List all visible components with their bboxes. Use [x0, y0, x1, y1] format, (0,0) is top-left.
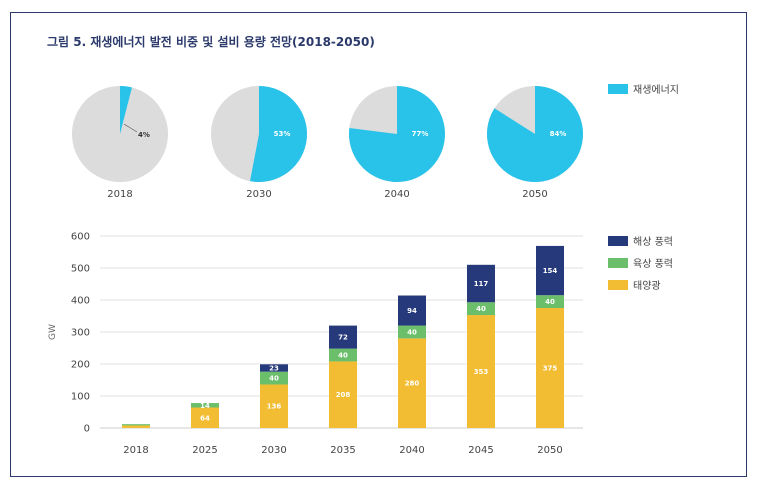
- bar-offshore-wind-2035: [329, 325, 357, 349]
- legend-label-onshore-wind: 육상 풍력: [633, 258, 673, 270]
- legend-swatch-solar: [608, 280, 628, 290]
- x-tick-label-2045: 2045: [468, 445, 493, 456]
- legend-swatch-onshore-wind: [608, 258, 628, 268]
- legend-label-renewable: 재생에너지: [633, 84, 679, 96]
- bar-onshore-wind-2018: [122, 424, 150, 426]
- bar-value-label-onshore-wind-2050: 40: [545, 298, 555, 306]
- bar-value-label-solar-2045: 353: [474, 368, 489, 376]
- pie-year-label-2050: 2050: [522, 189, 547, 200]
- pie-year-label-2018: 2018: [107, 189, 132, 200]
- x-tick-label-2025: 2025: [192, 445, 217, 456]
- pie-value-label-2030: 53%: [274, 130, 291, 138]
- bar-onshore-wind-2050: [536, 295, 564, 308]
- pie-slice-2050: [486, 86, 583, 182]
- bar-onshore-wind-2040: [398, 325, 426, 339]
- pie-slice-2040: [349, 85, 446, 183]
- bar-value-label-onshore-wind-2025: 14: [200, 402, 210, 410]
- y-axis-label: GW: [48, 324, 58, 340]
- x-tick-label-2050: 2050: [537, 445, 562, 456]
- bar-value-label-solar-2035: 208: [336, 391, 351, 399]
- y-tick-label-0: 0: [84, 424, 90, 435]
- bar-value-label-onshore-wind-2040: 40: [407, 329, 417, 337]
- figure-title: 그림 5. 재생에너지 발전 비중 및 설비 용량 전망(2018-2050): [47, 35, 375, 49]
- y-tick-label-600: 600: [71, 232, 90, 243]
- bar-solar-2018: [122, 425, 150, 428]
- bar-onshore-wind-2035: [329, 348, 357, 362]
- x-tick-label-2030: 2030: [261, 445, 286, 456]
- y-tick-label-100: 100: [71, 392, 90, 403]
- bar-value-label-onshore-wind-2030: 40: [269, 375, 279, 383]
- bar-value-label-solar-2025: 64: [200, 414, 210, 422]
- bar-solar-2035: [329, 361, 357, 428]
- bar-value-label-solar-2040: 280: [405, 380, 420, 388]
- pie-value-label-2050: 84%: [550, 130, 567, 138]
- legend-swatch-renewable: [608, 84, 628, 94]
- pie-year-label-2040: 2040: [384, 189, 409, 200]
- y-tick-label-200: 200: [71, 360, 90, 371]
- bar-value-label-onshore-wind-2045: 40: [476, 305, 486, 313]
- pie-slice-2030: [250, 86, 308, 183]
- bar-onshore-wind-2030: [260, 371, 288, 385]
- legend-label-solar: 태양광: [633, 280, 661, 292]
- bar-value-label-solar-2030: 136: [267, 403, 282, 411]
- bar-solar-2040: [398, 338, 426, 428]
- bar-value-label-solar-2050: 375: [543, 365, 558, 373]
- y-tick-label-400: 400: [71, 296, 90, 307]
- bar-onshore-wind-2045: [467, 302, 495, 316]
- legend-label-offshore-wind: 해상 풍력: [633, 235, 673, 248]
- bar-offshore-wind-2050: [536, 245, 564, 296]
- bar-value-label-offshore-wind-2045: 117: [474, 280, 489, 288]
- x-tick-label-2018: 2018: [123, 445, 148, 456]
- pie-year-label-2030: 2030: [246, 189, 271, 200]
- bar-solar-2025: [191, 407, 219, 428]
- bar-value-label-offshore-wind-2030: 23: [269, 365, 279, 373]
- bar-offshore-wind-2045: [467, 264, 495, 303]
- bar-solar-2045: [467, 315, 495, 428]
- pie-value-label-2040: 77%: [412, 130, 429, 138]
- pie-value-label-2018: 4%: [138, 131, 150, 139]
- bar-offshore-wind-2030: [260, 364, 288, 372]
- bar-onshore-wind-2025: [191, 403, 219, 408]
- bar-offshore-wind-2040: [398, 295, 426, 326]
- y-tick-label-500: 500: [71, 264, 90, 275]
- y-tick-label-300: 300: [71, 328, 90, 339]
- bar-value-label-offshore-wind-2040: 94: [407, 307, 417, 315]
- bar-value-label-offshore-wind-2035: 72: [338, 334, 348, 342]
- pie-slice-2018: [120, 86, 132, 134]
- bar-solar-2050: [536, 308, 564, 428]
- legend-swatch-offshore-wind: [608, 236, 628, 246]
- pie-leader-2018: [123, 123, 138, 133]
- x-tick-label-2040: 2040: [399, 445, 424, 456]
- x-tick-label-2035: 2035: [330, 445, 355, 456]
- bar-solar-2030: [260, 384, 288, 428]
- bar-value-label-onshore-wind-2035: 40: [338, 352, 348, 360]
- bar-value-label-offshore-wind-2050: 154: [543, 267, 558, 275]
